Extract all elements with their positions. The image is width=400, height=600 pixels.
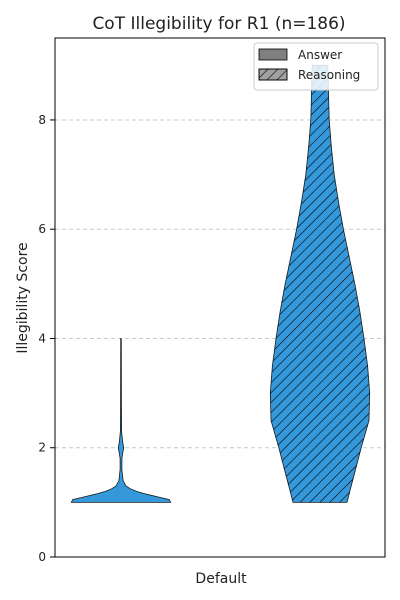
legend-label-reasoning: Reasoning — [298, 68, 360, 82]
chart-title: CoT Illegibility for R1 (n=186) — [92, 14, 345, 34]
legend-swatch-answer — [258, 48, 288, 61]
legend: Answer Reasoning — [253, 42, 379, 91]
y-tick-label: 0 — [38, 550, 46, 564]
plot-frame — [54, 37, 386, 558]
legend-swatch-hatch — [258, 68, 288, 81]
x-tick-label: Default — [195, 571, 247, 587]
y-tick-label: 2 — [38, 441, 46, 455]
violins — [70, 64, 371, 503]
legend-label-answer: Answer — [298, 48, 342, 62]
y-axis-label: Illegibility Score — [15, 242, 31, 353]
y-tick-label: 4 — [38, 331, 46, 345]
violin-answer — [70, 338, 172, 503]
violin-reasoning-hatch — [270, 65, 370, 503]
y-tick-label: 6 — [38, 222, 46, 236]
y-ticks: 0 2 4 6 8 — [38, 113, 55, 564]
x-ticks: Default — [195, 571, 247, 587]
y-tick-label: 8 — [38, 113, 46, 127]
